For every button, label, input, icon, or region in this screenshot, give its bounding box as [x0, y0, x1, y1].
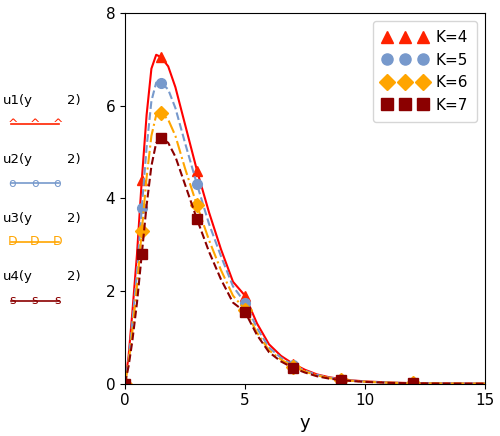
Text: o: o [8, 177, 16, 190]
K=6 [194, 203, 200, 208]
K=6 [122, 381, 128, 386]
K=7 [139, 251, 145, 256]
Text: 2): 2) [68, 270, 81, 283]
Text: u4(y: u4(y [2, 270, 32, 283]
Legend: K=4, K=5, K=6, K=7: K=4, K=5, K=6, K=7 [373, 21, 478, 122]
Text: u3(y: u3(y [2, 211, 32, 225]
Text: o: o [31, 177, 39, 190]
Text: ^: ^ [7, 118, 18, 131]
Text: 2): 2) [68, 94, 81, 107]
K=5 [338, 377, 344, 382]
Text: s: s [9, 294, 16, 307]
K=6 [139, 228, 145, 233]
Line: K=4: K=4 [120, 52, 418, 388]
Text: u2(y: u2(y [2, 153, 32, 166]
X-axis label: y: y [300, 414, 310, 432]
K=4 [290, 361, 296, 366]
Line: K=6: K=6 [120, 108, 418, 388]
K=6 [410, 381, 416, 386]
Text: 2): 2) [68, 153, 81, 166]
K=7 [122, 381, 128, 386]
K=4 [194, 168, 200, 173]
K=6 [242, 307, 248, 312]
Line: K=7: K=7 [120, 133, 418, 388]
K=4 [139, 177, 145, 182]
K=7 [158, 136, 164, 141]
Text: ^: ^ [30, 118, 40, 131]
Text: D: D [52, 235, 62, 249]
Text: 2): 2) [68, 211, 81, 225]
Text: s: s [32, 294, 38, 307]
K=5 [410, 381, 416, 386]
Text: D: D [8, 235, 18, 249]
K=5 [242, 300, 248, 305]
Text: D: D [30, 235, 40, 249]
K=7 [338, 378, 344, 383]
K=7 [290, 365, 296, 371]
K=7 [194, 217, 200, 222]
K=6 [158, 110, 164, 115]
K=7 [410, 381, 416, 386]
K=5 [290, 363, 296, 368]
K=7 [242, 309, 248, 314]
K=4 [122, 381, 128, 386]
Text: ^: ^ [52, 118, 63, 131]
K=5 [122, 381, 128, 386]
K=4 [158, 54, 164, 60]
K=5 [139, 205, 145, 210]
Text: u1(y: u1(y [2, 94, 32, 107]
K=6 [338, 377, 344, 382]
K=4 [242, 293, 248, 298]
K=4 [410, 381, 416, 386]
K=4 [338, 376, 344, 382]
Text: s: s [54, 294, 61, 307]
Text: o: o [54, 177, 62, 190]
K=5 [158, 80, 164, 85]
Line: K=5: K=5 [120, 78, 418, 388]
K=6 [290, 364, 296, 369]
K=5 [194, 182, 200, 187]
